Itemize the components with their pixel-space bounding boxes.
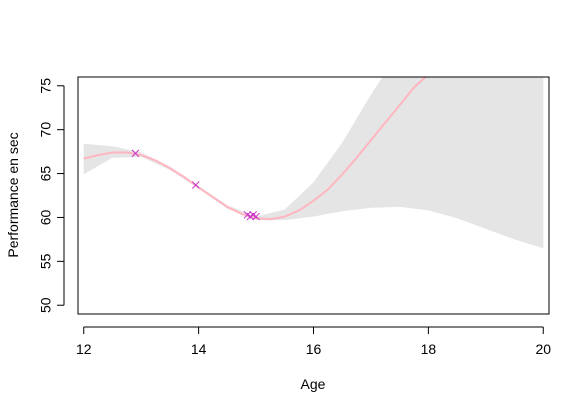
confidence-band bbox=[83, 77, 544, 249]
x-tick-label: 12 bbox=[76, 341, 92, 357]
y-tick-label: 65 bbox=[38, 166, 54, 182]
data-points bbox=[131, 149, 260, 221]
x-tick-label: 18 bbox=[421, 341, 437, 357]
x-axis-label: Age bbox=[301, 376, 326, 392]
y-axis: 50 55 60 65 70 75 bbox=[38, 78, 65, 313]
x-tick-label: 14 bbox=[191, 341, 207, 357]
fit-curve bbox=[83, 77, 428, 221]
data-point bbox=[191, 181, 200, 189]
y-tick-label: 55 bbox=[38, 253, 54, 269]
x-tick-label: 20 bbox=[535, 341, 551, 357]
y-tick-label: 50 bbox=[38, 297, 54, 313]
y-axis-label: Performance en sec bbox=[5, 132, 21, 257]
data-point bbox=[131, 149, 140, 158]
y-tick-label: 75 bbox=[38, 78, 54, 94]
plot-frame bbox=[77, 76, 550, 315]
x-axis: 12 14 16 18 20 bbox=[76, 326, 551, 357]
x-tick-label: 16 bbox=[306, 341, 322, 357]
y-tick-label: 60 bbox=[38, 209, 54, 225]
y-tick-label: 70 bbox=[38, 122, 54, 138]
data-point bbox=[252, 212, 260, 221]
